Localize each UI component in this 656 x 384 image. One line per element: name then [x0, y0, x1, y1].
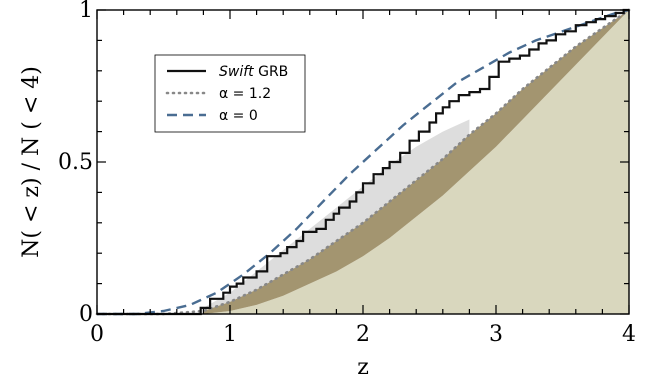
legend-alpha-1-2-label: α = 1.2 — [219, 86, 271, 102]
series-layer — [95, 8, 631, 316]
band-light-band — [203, 119, 470, 311]
x-tick-label: 4 — [622, 322, 636, 347]
legend-swift-grb-label: Swift GRB — [219, 64, 288, 80]
series-line-alpha-0 — [97, 8, 630, 316]
y-tick-label: 0.5 — [58, 150, 93, 175]
x-axis-label: z — [357, 355, 369, 380]
y-axis-label: N( < z) / N ( < 4) — [19, 66, 44, 258]
y-tick-label: 0 — [79, 302, 93, 327]
x-tick-label: 3 — [489, 322, 503, 347]
series-line-alpha-1-2 — [95, 8, 631, 316]
series-line-swift-grb — [97, 8, 629, 316]
tick-labels-layer: 0 1 2 3 4 0 0.5 1 — [58, 0, 636, 347]
ticks-layer — [96, 9, 630, 315]
band-base-fill — [97, 10, 629, 314]
legend: Swift GRB α = 1.2 α = 0 — [154, 54, 306, 133]
x-tick-label: 2 — [356, 322, 370, 347]
legend-alpha-0-label: α = 0 — [219, 108, 258, 124]
x-tick-label: 0 — [90, 322, 104, 347]
band-dark-band — [203, 10, 629, 314]
x-tick-label: 1 — [223, 322, 237, 347]
legend-swift-italic: Swift — [219, 64, 254, 80]
legend-swift-rest: GRB — [254, 64, 289, 80]
y-tick-label: 1 — [79, 0, 93, 23]
bands-layer — [97, 10, 629, 314]
